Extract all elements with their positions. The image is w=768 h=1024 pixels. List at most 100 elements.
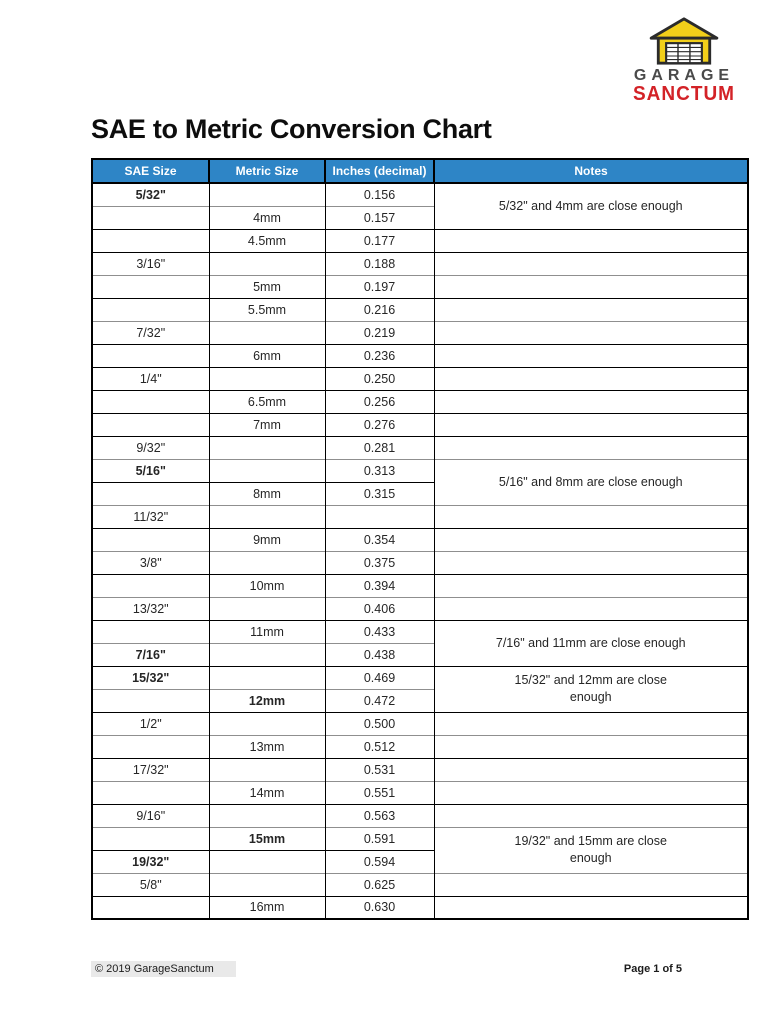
sae-cell: 15/32" <box>91 665 210 689</box>
sae-cell <box>91 688 210 712</box>
sae-cell <box>91 826 210 850</box>
note-cell <box>433 228 749 252</box>
metric-cell: 12mm <box>208 688 326 712</box>
table-row: 9/32" 0.281 <box>91 435 749 459</box>
metric-cell: 13mm <box>208 734 326 758</box>
metric-cell: 7mm <box>208 412 326 436</box>
inches-cell: 0.630 <box>324 895 435 919</box>
table-row: 12mm 0.472 <box>91 688 748 712</box>
note-cell <box>433 596 749 620</box>
note-cell <box>433 343 749 367</box>
metric-cell <box>208 366 326 390</box>
column-header: Metric Size <box>208 158 326 184</box>
note-cell <box>433 895 749 919</box>
inches-cell: 0.625 <box>324 872 435 896</box>
metric-cell <box>208 182 326 206</box>
table-row: 6mm 0.236 <box>91 343 749 367</box>
table-row: 9/16" 0.563 <box>91 803 749 827</box>
note-text: 5/16" and 8mm are close enough <box>498 474 683 489</box>
metric-cell: 5.5mm <box>208 297 326 321</box>
sae-cell <box>91 205 210 229</box>
sae-cell <box>91 481 210 505</box>
table-row: 1/4" 0.250 <box>91 366 749 390</box>
sae-cell: 7/32" <box>91 320 210 344</box>
metric-cell <box>208 757 326 781</box>
metric-cell: 8mm <box>208 481 326 505</box>
sae-cell <box>91 343 210 367</box>
inches-cell: 0.354 <box>324 527 435 551</box>
sae-cell <box>91 274 210 298</box>
inches-cell: 0.512 <box>324 734 435 758</box>
note-cell <box>433 366 749 390</box>
metric-cell <box>208 872 326 896</box>
garage-icon <box>649 17 719 65</box>
note-cell: 19/32" and 15mm are close enough <box>433 826 749 873</box>
note-text: 15/32" and 12mm are close enough <box>514 673 667 704</box>
sae-cell <box>91 619 210 643</box>
inches-cell: 0.563 <box>324 803 435 827</box>
inches-cell: 0.256 <box>324 389 435 413</box>
sae-cell: 9/32" <box>91 435 210 459</box>
inches-cell: 0.551 <box>324 780 435 804</box>
note-text: 19/32" and 15mm are close enough <box>514 834 667 865</box>
inches-cell: 0.197 <box>324 274 435 298</box>
note-cell <box>433 803 749 827</box>
table-row: 5mm 0.197 <box>91 274 749 298</box>
table-row: 8mm 0.315 <box>91 481 748 505</box>
metric-cell: 16mm <box>208 895 326 919</box>
sae-cell: 5/16" <box>91 458 210 482</box>
note-cell <box>433 320 749 344</box>
sae-cell: 5/32" <box>91 182 210 206</box>
table-row: 13/32" 0.406 <box>91 596 749 620</box>
table-row: 1/2" 0.500 <box>91 711 749 735</box>
sae-cell: 1/2" <box>91 711 210 735</box>
metric-cell <box>208 803 326 827</box>
sae-cell: 19/32" <box>91 849 210 873</box>
inches-cell: 0.375 <box>324 550 435 574</box>
table-row: 11mm 0.433 7/16" and 11mm are close enough <box>91 619 749 666</box>
inches-cell: 0.276 <box>324 412 435 436</box>
table-row: 5/32" 0.156 5/32" and 4mm are close enough <box>91 182 749 229</box>
sae-cell: 9/16" <box>91 803 210 827</box>
metric-cell: 11mm <box>208 619 326 643</box>
metric-cell <box>208 550 326 574</box>
metric-cell: 14mm <box>208 780 326 804</box>
inches-cell: 0.406 <box>324 596 435 620</box>
table-row: 5.5mm 0.216 <box>91 297 749 321</box>
note-cell: 7/16" and 11mm are close enough <box>433 619 749 666</box>
table-row: 7mm 0.276 <box>91 412 749 436</box>
note-cell: 5/16" and 8mm are close enough <box>433 458 749 505</box>
metric-cell <box>208 435 326 459</box>
inches-cell: 0.281 <box>324 435 435 459</box>
sae-cell <box>91 297 210 321</box>
table-row: 15/32" 0.469 15/32" and 12mm are close eno… <box>91 665 749 712</box>
note-cell <box>433 527 749 551</box>
sae-cell: 3/16" <box>91 251 210 275</box>
sae-cell: 7/16" <box>91 642 210 666</box>
sae-cell <box>91 573 210 597</box>
inches-cell: 0.531 <box>324 757 435 781</box>
table-row: 4.5mm 0.177 <box>91 228 749 252</box>
metric-cell <box>208 665 326 689</box>
inches-cell: 0.469 <box>324 665 435 689</box>
metric-cell: 4.5mm <box>208 228 326 252</box>
inches-cell: 0.591 <box>324 826 435 850</box>
metric-cell: 6mm <box>208 343 326 367</box>
inches-cell: 0.157 <box>324 205 435 229</box>
logo-text-sanctum: SANCTUM <box>633 83 735 106</box>
note-cell <box>433 274 749 298</box>
sae-cell <box>91 895 210 919</box>
note-cell <box>433 780 749 804</box>
metric-cell <box>208 642 326 666</box>
table-row: 11/32" <box>91 504 749 528</box>
sae-cell: 11/32" <box>91 504 210 528</box>
inches-cell: 0.315 <box>324 481 435 505</box>
page-footer: © 2019 GarageSanctum Page 1 of 5 <box>91 961 682 977</box>
inches-cell: 0.250 <box>324 366 435 390</box>
note-cell <box>433 757 749 781</box>
column-header: Notes <box>433 158 749 184</box>
table-row: 10mm 0.394 <box>91 573 749 597</box>
sae-cell <box>91 780 210 804</box>
note-cell <box>433 435 749 459</box>
sae-cell: 3/8" <box>91 550 210 574</box>
